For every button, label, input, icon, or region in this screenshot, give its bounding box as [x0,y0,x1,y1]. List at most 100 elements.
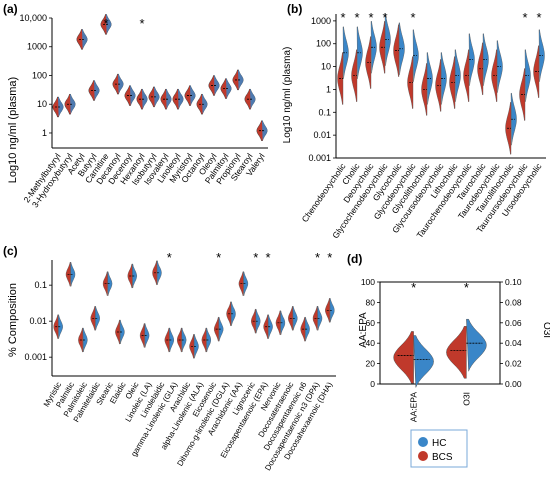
c-significance-star: * [315,250,320,265]
axes-b: 0.0010.010.11101001000ChenodeoxycholicCh… [300,10,546,240]
b-violin-hc [524,49,531,102]
a-significance-star: * [103,16,108,31]
c-violin-hc [230,301,236,326]
c-violin-hc [169,327,175,353]
a-violin-hc [58,97,64,117]
b-significance-star: * [368,10,373,25]
b-ytick-label: 10 [321,62,331,72]
b-violin-hc [482,33,489,86]
c-violin-hc [280,310,286,335]
a-violin-hc [214,75,220,96]
b-violin-hc [454,49,461,102]
b-significance-star: * [382,10,387,25]
a-violin-hc [154,86,160,107]
b-violin-hc [370,21,377,74]
b-violin-hc [384,13,391,66]
c-violin-hc [329,298,335,323]
d-violin-bcs [446,326,467,379]
c-violin-hc [57,314,63,339]
d-ytick-label: 0 [370,379,375,389]
panel-label-d: (d) [347,252,362,266]
panel-label-b: (b) [287,2,302,16]
d-y2tick-label: 0.04 [505,338,522,348]
legend: HC BCS [410,429,468,468]
a-violin-hc [82,29,88,50]
d-ytick-label: 100 [361,277,375,287]
a-violin-hc [166,89,172,110]
c-violin-hc [107,271,113,296]
d-violin-bcs [393,331,414,384]
d-ytick-label: 40 [366,338,376,348]
c-violin-hc [181,327,187,353]
b-violin-hc [468,33,475,86]
a-violin-hc [226,78,232,99]
d-ytick-label: 20 [366,359,376,369]
b-xtick-label: Chenodeoxycholic [300,161,348,224]
a-ytick-label: 100 [32,70,47,80]
a-violin-hc [190,85,196,106]
c-significance-star: * [167,250,172,265]
b-violin-hc [496,40,503,93]
b-violin-hc [510,92,517,146]
d-y2tick-label: 0.02 [505,359,522,369]
d-ytick-label: 80 [366,297,376,307]
legend-bcs-marker [418,451,428,461]
d-frame [379,281,501,385]
c-ytick-label: 0.01 [29,316,47,326]
a-ytick-label: 1000 [27,42,47,52]
ylabel-d: AA:EPA [358,312,369,348]
c-significance-star: * [216,250,221,265]
ylabel-a: Log10 ng/ml (plasma) [7,77,19,183]
d-y2tick-label: 0.00 [505,379,522,389]
b-significance-star: * [522,10,527,25]
a-ytick-label: 10,000 [19,13,47,23]
a-violin-hc [142,89,148,110]
c-significance-star: * [327,250,332,265]
c-violin-hc [206,327,212,353]
d-significance-star: * [464,280,469,295]
axes-a: 110100100010,0002-Methylbutyryl3-Hydroxy… [19,13,268,209]
a-violin-hc [130,85,136,106]
a-violin-hc [238,69,244,90]
c-violin-hc [119,319,125,345]
d-y2tick-label: 0.10 [505,277,522,287]
c-violin-hc [144,323,150,348]
c-ytick-label: 0.001 [24,352,47,362]
axes-c: 0.0010.010.1MyristicPalmiticPalmitoleicP… [24,250,336,472]
c-violin-hc [95,306,100,331]
d-violin-hc [413,335,434,388]
d-significance-star: * [411,280,416,295]
b-violin-hc [412,29,419,82]
d-y2tick-label: 0.08 [505,297,522,307]
b-ytick-label: 0.001 [308,153,331,163]
b-significance-star: * [410,10,415,25]
b-ytick-label: 0.01 [313,130,331,140]
legend-box [410,429,468,468]
legend-hc-marker [418,437,428,447]
axes-d: 0 20 40 60 80 100 0.00 0.02 0.04 0.06 0.08 0.10 AA:E… [361,277,522,422]
c-violin-hc [317,306,323,331]
c-ytick-label: 0.1 [34,280,47,290]
a-violin-hc [262,120,268,141]
b-violin-hc [426,52,433,105]
ylabel-c: % Composition [7,283,19,357]
c-violin-hc [70,262,76,287]
c-violin-hc [132,263,138,289]
a-ytick-label: 10 [37,99,47,109]
c-violin-hc [218,316,224,342]
panel-label-c: (c) [3,244,18,258]
b-ytick-label: 1 [326,84,331,94]
c-violin-hc [267,314,273,339]
a-violin-hc [250,89,256,110]
b-violin-hc [356,26,363,79]
b-ytick-label: 0.1 [318,107,331,117]
d-ytick-label: 60 [366,318,376,328]
c-significance-star: * [253,250,258,265]
c-significance-star: * [266,250,271,265]
a-violin-hc [118,74,124,95]
b-violin-hc [398,22,405,75]
c-violin-hc [156,260,162,285]
a-violin-hc [202,94,208,115]
c-violin-hc [292,306,298,331]
legend-bcs-label: BCS [432,452,453,463]
